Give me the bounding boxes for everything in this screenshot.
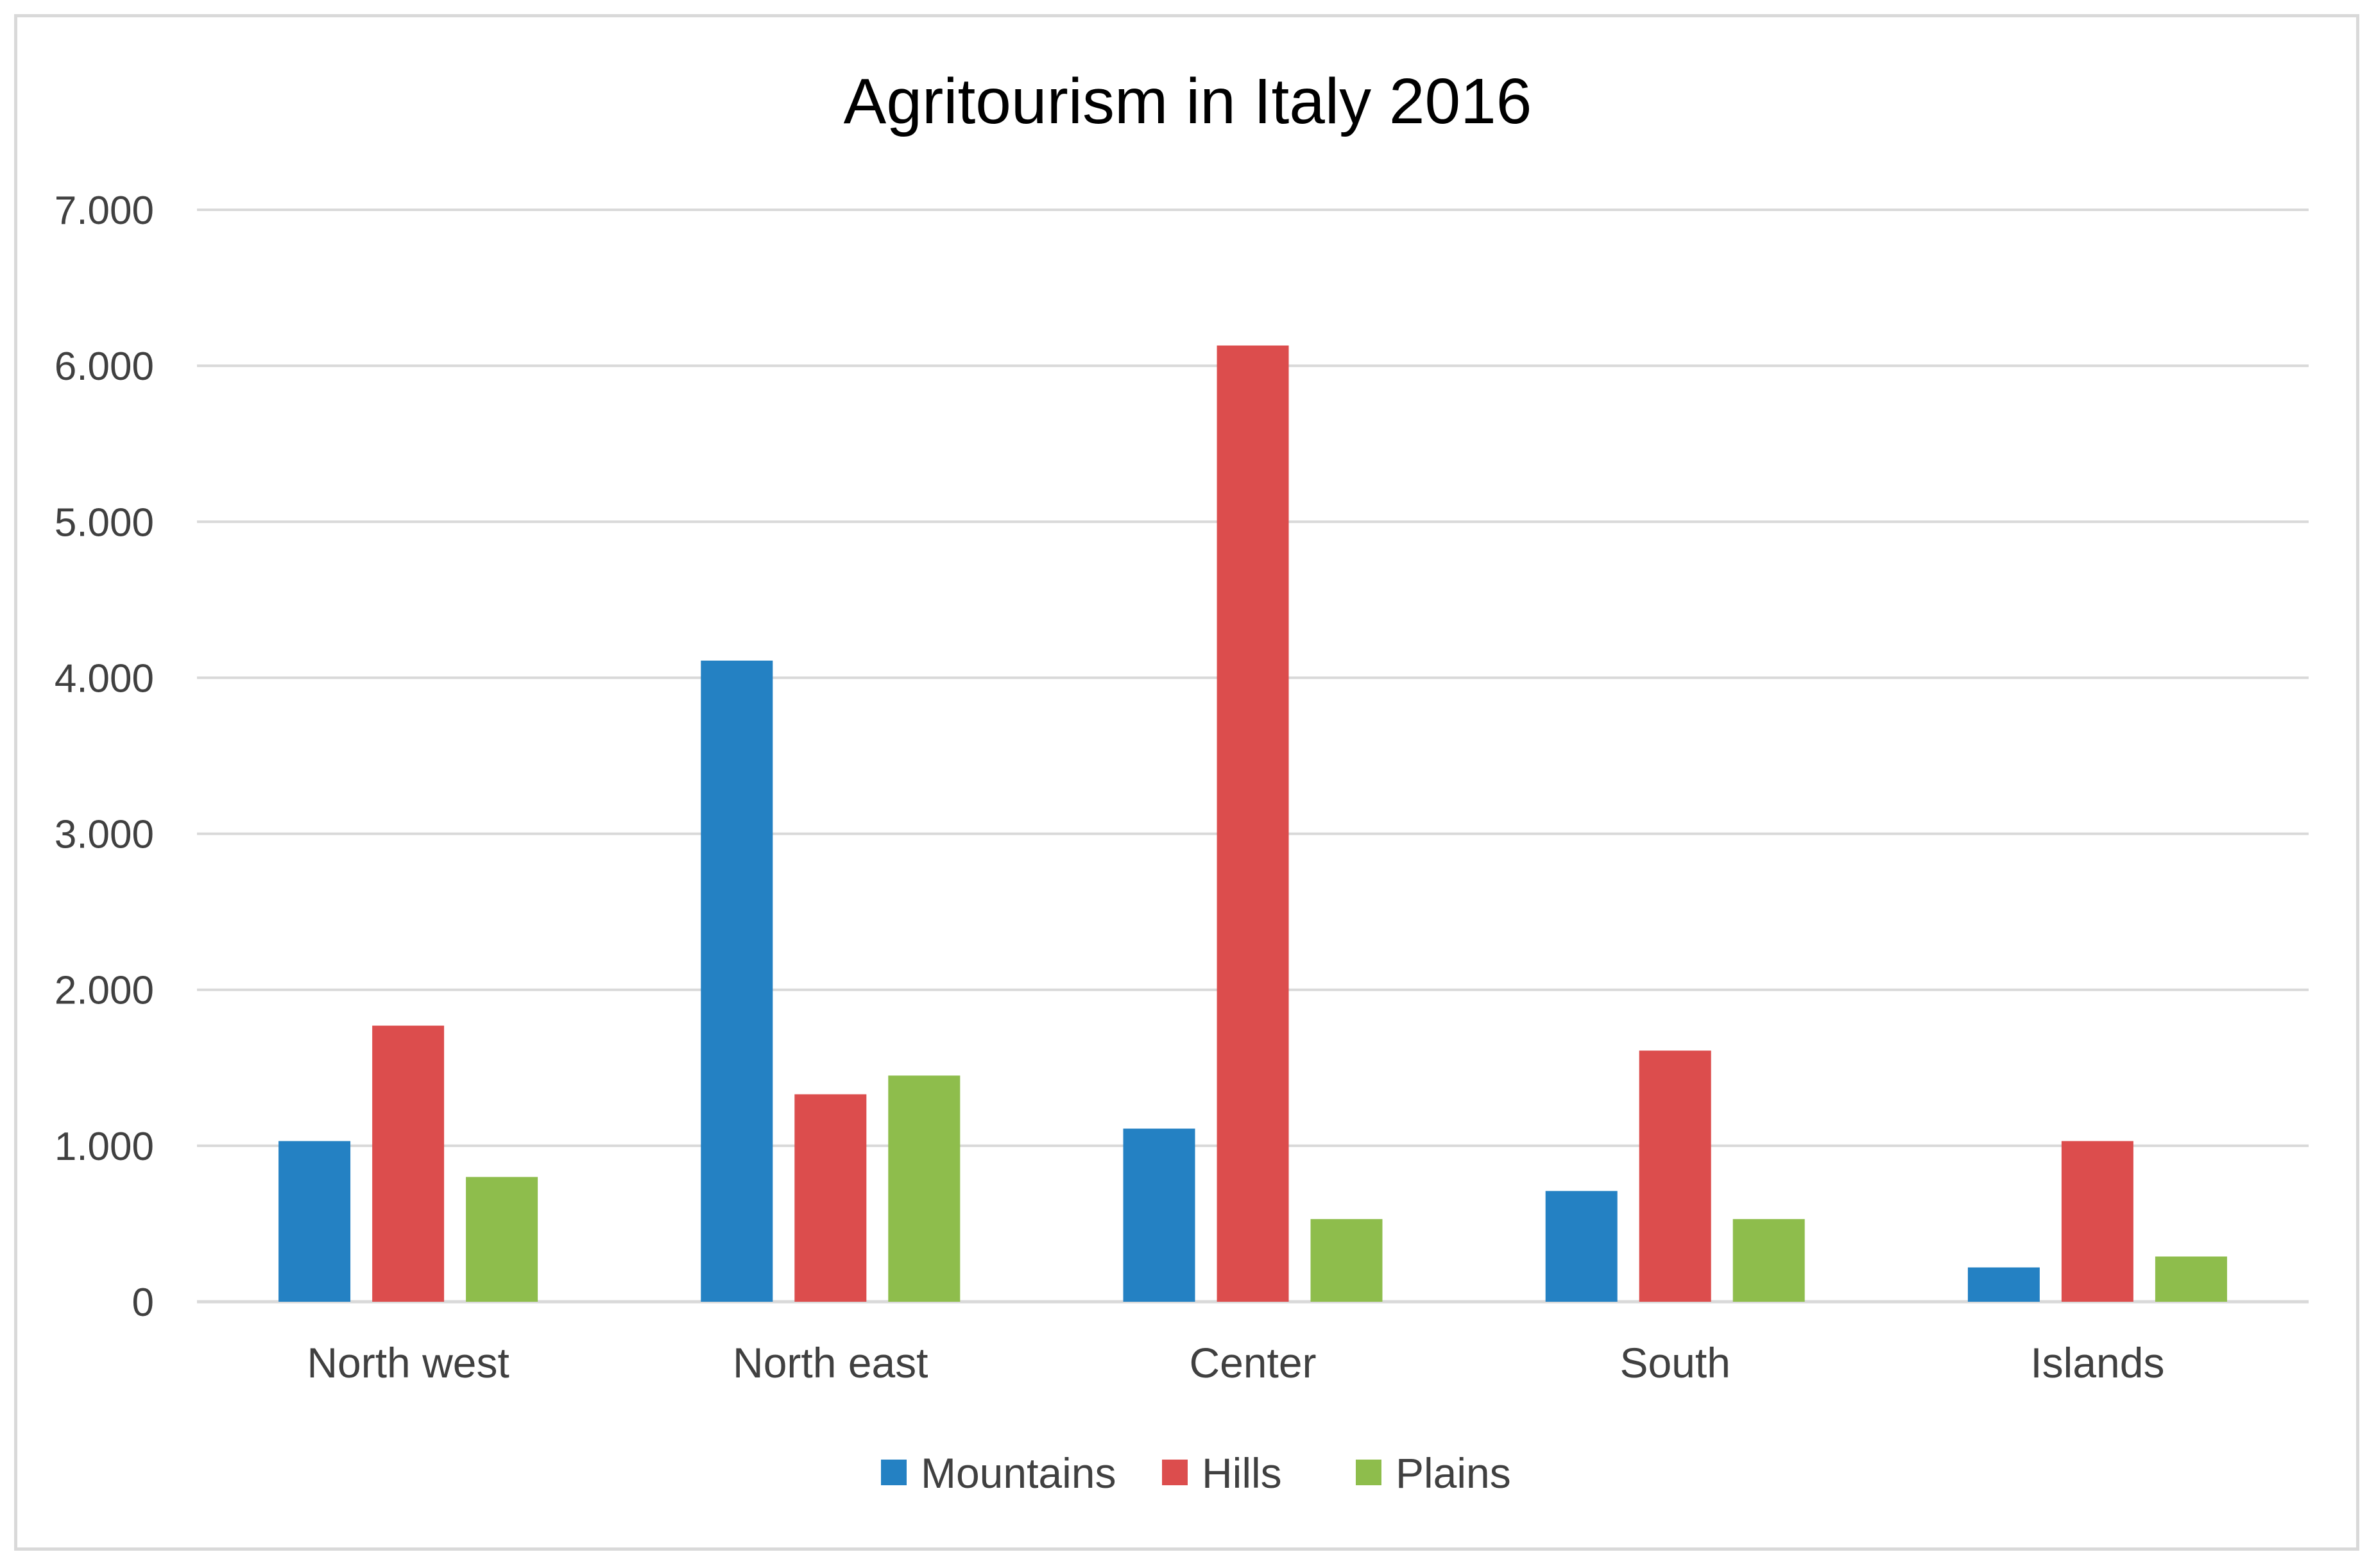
legend-swatch-mountains xyxy=(881,1460,907,1485)
x-tick-label: North west xyxy=(307,1339,509,1386)
bar-mountains-north-east xyxy=(701,660,773,1302)
bar-mountains-center xyxy=(1123,1129,1195,1302)
bar-plains-north-east xyxy=(888,1075,961,1302)
legend: Mountains Hills Plains xyxy=(881,1449,1511,1497)
legend-swatch-hills xyxy=(1162,1460,1188,1485)
x-axis-tick-labels: North west North east Center South Islands xyxy=(307,1339,2164,1386)
bar-hills-islands xyxy=(2061,1141,2133,1302)
y-tick-label: 5.000 xyxy=(55,500,154,545)
y-tick-label: 6.000 xyxy=(55,345,154,389)
bar-plains-south xyxy=(1732,1219,1805,1302)
bar-mountains-south xyxy=(1545,1191,1618,1302)
y-tick-label: 0 xyxy=(132,1281,154,1325)
bar-mountains-islands xyxy=(1967,1267,2040,1302)
legend-label-hills: Hills xyxy=(1202,1449,1282,1497)
y-tick-label: 2.000 xyxy=(55,969,154,1013)
bar-plains-north-west xyxy=(466,1177,538,1302)
bar-hills-center xyxy=(1217,345,1289,1302)
x-tick-label: Center xyxy=(1189,1339,1316,1386)
y-tick-label: 3.000 xyxy=(55,813,154,857)
y-tick-label: 1.000 xyxy=(55,1125,154,1169)
y-tick-label: 7.000 xyxy=(55,189,154,233)
bar-plains-islands xyxy=(2155,1256,2227,1302)
x-tick-label: South xyxy=(1620,1339,1730,1386)
x-tick-label: North east xyxy=(733,1339,928,1386)
legend-swatch-plains xyxy=(1356,1460,1381,1485)
bar-plains-center xyxy=(1310,1219,1383,1302)
x-tick-label: Islands xyxy=(2030,1339,2164,1386)
chart-title: Agritourism in Italy 2016 xyxy=(844,65,1532,137)
legend-label-plains: Plains xyxy=(1396,1449,1511,1497)
y-tick-label: 4.000 xyxy=(55,656,154,701)
bar-hills-south xyxy=(1639,1050,1711,1302)
y-axis-tick-labels: 0 1.000 2.000 3.000 4.000 5.000 6.000 7.000 xyxy=(55,189,154,1325)
legend-label-mountains: Mountains xyxy=(921,1449,1116,1497)
bar-mountains-north-west xyxy=(278,1141,351,1302)
bar-hills-north-east xyxy=(794,1094,867,1302)
bars xyxy=(278,345,2227,1302)
bar-hills-north-west xyxy=(372,1025,445,1302)
